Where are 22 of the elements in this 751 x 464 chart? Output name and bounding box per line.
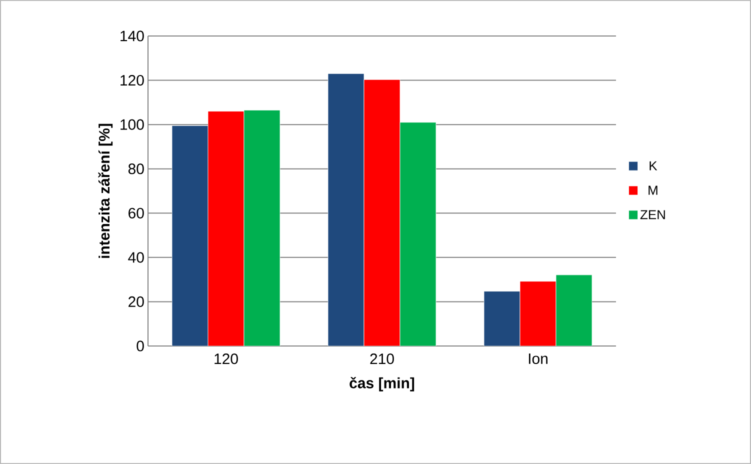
legend-label: K: [650, 161, 658, 170]
y-tick-label: 60: [128, 208, 144, 218]
y-tick-label: 20: [128, 296, 144, 308]
x-axis-title: čas [min]: [350, 377, 414, 392]
bar: [556, 274, 592, 346]
legend-label: ZEN: [640, 210, 665, 220]
bar: [520, 281, 556, 346]
bar: [364, 79, 400, 346]
bar: [244, 110, 280, 346]
y-tick-label: 140: [120, 30, 144, 42]
x-tick-label: Ion: [528, 354, 548, 364]
y-tick-label: 100: [120, 119, 144, 130]
legend-label: M: [648, 186, 658, 195]
y-tick-label: 80: [128, 164, 144, 174]
bar: [208, 111, 244, 346]
y-axis-title: intenzita záření [%]: [98, 124, 113, 258]
x-tick-label: 120: [214, 354, 238, 364]
bar: [400, 122, 436, 346]
y-tick-label: 120: [120, 74, 144, 86]
y-tick-label: 40: [128, 252, 144, 263]
y-tick-label: 0: [136, 340, 144, 352]
x-tick-label: 210: [370, 354, 394, 364]
